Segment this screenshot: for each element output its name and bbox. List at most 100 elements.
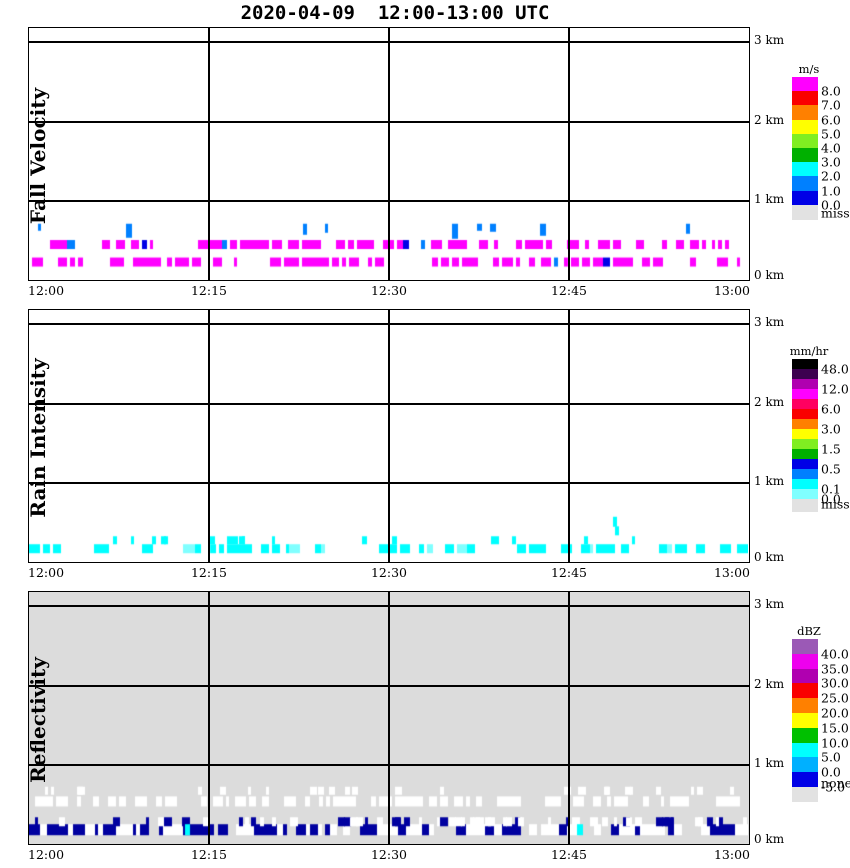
ytick-1km-p1: 1 km [754, 192, 785, 206]
xtick-1245-p2: 12:45 [550, 565, 588, 580]
colorbar-swatch [792, 459, 818, 469]
colorbar-swatch [792, 190, 818, 205]
xtick-1230-p1: 12:30 [370, 283, 408, 298]
colorbar-swatch [792, 712, 818, 728]
colorbar-tick-label: 0.0 [821, 491, 841, 507]
colorbar-swatch [792, 389, 818, 399]
plot-area-rain-intensity[interactable] [28, 309, 750, 563]
ytick-3km-p2: 3 km [754, 315, 785, 329]
ytick-2km-p1: 2 km [754, 113, 785, 127]
colorbar-tick-label: 0.1 [821, 481, 841, 497]
panel-fall-velocity [28, 27, 750, 281]
colorbar-swatch [792, 668, 818, 684]
colorbar-tick-label: 5.0 [821, 749, 841, 765]
colorbar-tick-label: 2.0 [821, 168, 841, 184]
colorbar-unit-reflectivity: dBZ [797, 624, 821, 638]
ytick-1km-p2: 1 km [754, 474, 785, 488]
colorbar-unit-rain-intensity: mm/hr [789, 344, 829, 358]
colorbar-missing-swatch-reflectivity [792, 787, 818, 802]
vgridline-1230 [388, 310, 390, 562]
colorbar-tick-label: 10.0 [821, 735, 849, 751]
colorbar-tick-label: 48.0 [821, 361, 849, 377]
colorbar-swatch [792, 419, 818, 429]
xtick-1300-p3: 13:00 [713, 847, 750, 862]
colorbar-swatch [792, 91, 818, 106]
colorbar-tick-label: -5.0 [821, 779, 846, 795]
colorbar-tick-label: 3.0 [821, 421, 841, 437]
ylabel-rain-intensity: Rain Intensity [26, 358, 50, 518]
colorbar-tick-label: 4.0 [821, 140, 841, 156]
colorbar-swatch [792, 727, 818, 743]
colorbar-swatch [792, 489, 818, 499]
colorbar-tick-label: 30.0 [821, 675, 849, 691]
colorbar-tick-label: 0.5 [821, 461, 841, 477]
colorbar-swatch [792, 133, 818, 148]
colorbar-unit-fall-velocity: m/s [798, 62, 820, 76]
xtick-1200-p1: 12:00 [28, 283, 65, 298]
colorbar-swatch [792, 147, 818, 163]
colorbar-tick-label: 12.0 [821, 381, 849, 397]
colorbar-tick-label: 15.0 [821, 720, 849, 736]
colorbar-missing-label-fall-velocity: miss [821, 205, 850, 221]
vgridline-1245 [568, 28, 570, 280]
plot-area-reflectivity[interactable] [28, 591, 750, 845]
vgridline-1230 [388, 28, 390, 280]
colorbar-swatch [792, 469, 818, 479]
colorbar-tick-label: 20.0 [821, 705, 849, 721]
colorbar-swatch [792, 369, 818, 379]
vgridline-1230 [388, 592, 390, 844]
colorbar-missing-label-reflectivity: none [821, 775, 850, 791]
xtick-1230-p2: 12:30 [370, 565, 408, 580]
colorbar-swatch [792, 639, 818, 654]
ytick-1km-p3: 1 km [754, 756, 785, 770]
vgridline-1215 [208, 310, 210, 562]
colorbar-swatch [792, 429, 818, 439]
colorbar-tick-label: 6.0 [821, 401, 841, 417]
xtick-1215-p2: 12:15 [190, 565, 228, 580]
colorbar-missing-swatch-fall-velocity [792, 205, 818, 220]
colorbar-tick-label: 1.5 [821, 441, 841, 457]
colorbar-tick-label: 7.0 [821, 97, 841, 113]
colorbar-swatch [792, 653, 818, 669]
colorbar-swatch [792, 757, 818, 773]
vgridline-1215 [208, 28, 210, 280]
colorbar-tick-label: 5.0 [821, 126, 841, 142]
colorbar-tick-label: 0.0 [821, 764, 841, 780]
ylabel-fall-velocity: Fall Velocity [26, 87, 50, 225]
ytick-2km-p3: 2 km [754, 677, 785, 691]
colorbar-swatch [792, 379, 818, 389]
xtick-1245-p1: 12:45 [550, 283, 588, 298]
colorbar-swatch [792, 698, 818, 713]
colorbar-swatch [792, 742, 818, 758]
vgridline-1215 [208, 592, 210, 844]
ylabel-reflectivity: Reflectivity [26, 657, 50, 783]
xtick-1245-p3: 12:45 [550, 847, 588, 862]
colorbar-tick-label: 25.0 [821, 690, 849, 706]
colorbar-tick-label: 8.0 [821, 83, 841, 99]
colorbar-swatch [792, 772, 818, 787]
colorbar-tick-label: 6.0 [821, 112, 841, 128]
ytick-2km-p2: 2 km [754, 395, 785, 409]
xtick-1300-p2: 13:00 [713, 565, 750, 580]
colorbar-swatch [792, 77, 818, 92]
colorbar-swatch [792, 119, 818, 134]
vgridline-1245 [568, 310, 570, 562]
colorbar-swatch [792, 105, 818, 120]
colorbar-tick-label: 3.0 [821, 154, 841, 170]
colorbar-missing-label-rain-intensity: miss [821, 496, 850, 512]
colorbar-tick-label: 0.0 [821, 197, 841, 213]
colorbar-missing-swatch-rain-intensity [792, 499, 818, 512]
colorbar-swatch [792, 162, 818, 177]
colorbar-swatch [792, 176, 818, 191]
vgridline-1245 [568, 592, 570, 844]
colorbar-reflectivity: dBZ none 40.0 35.0 30.0 25.0 20.0 15.0 10.0 5.0… [789, 624, 850, 802]
plot-area-fall-velocity[interactable] [28, 27, 750, 281]
ytick-0km-p1: 0 km [754, 268, 785, 282]
ytick-0km-p3: 0 km [754, 832, 785, 846]
colorbar-swatch [792, 399, 818, 409]
colorbar-tick-label: 1.0 [821, 183, 841, 199]
colorbar-swatch [792, 409, 818, 419]
colorbar-swatch [792, 359, 818, 369]
colorbar-tick-label: 35.0 [821, 661, 849, 677]
